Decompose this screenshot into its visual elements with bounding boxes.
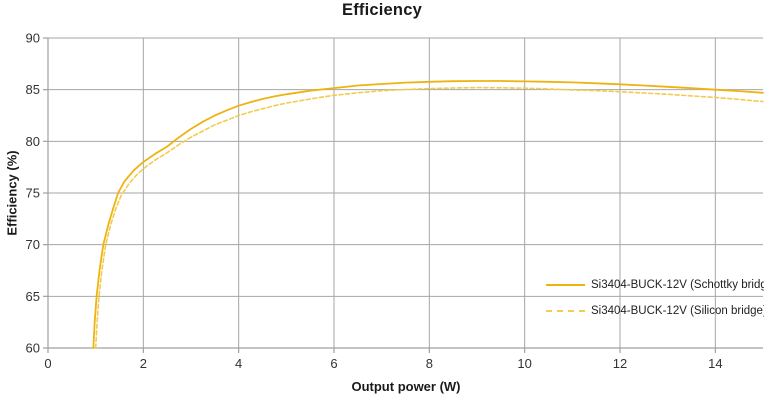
x-axis-label: Output power (W)	[351, 379, 461, 394]
y-axis-label: Efficiency (%)	[4, 150, 20, 236]
series-line-silicon	[94, 86, 764, 349]
x-tick-label: 10	[517, 356, 531, 371]
solid-line-swatch	[546, 284, 585, 286]
y-tick-label: 70	[26, 237, 40, 252]
dashed-line-swatch	[546, 310, 585, 312]
y-tick-label: 65	[26, 289, 40, 304]
y-tick-label: 85	[26, 82, 40, 97]
y-tick-label: 60	[26, 341, 40, 356]
y-tick-label: 80	[26, 134, 40, 149]
chart-title: Efficiency	[342, 1, 422, 19]
y-tick-label: 75	[26, 186, 40, 201]
x-tick-label: 0	[44, 356, 51, 371]
legend-label-schottky: Si3404-BUCK-12V (Schottky bridge)	[591, 279, 764, 291]
x-tick-label: 12	[613, 356, 627, 371]
y-tick-label: 90	[26, 31, 40, 46]
legend-item-silicon: Si3404-BUCK-12V (Silicon bridge)	[546, 302, 764, 320]
x-tick-label: 14	[708, 356, 722, 371]
legend: Si3404-BUCK-12V (Schottky bridge) Si3404…	[546, 276, 764, 320]
legend-label-silicon: Si3404-BUCK-12V (Silicon bridge)	[591, 305, 764, 317]
series-line-schottky	[92, 80, 764, 349]
legend-item-schottky: Si3404-BUCK-12V (Schottky bridge)	[546, 276, 764, 294]
x-tick-label: 2	[140, 356, 147, 371]
x-tick-label: 8	[426, 356, 433, 371]
x-tick-label: 6	[330, 356, 337, 371]
x-tick-label: 4	[235, 356, 242, 371]
